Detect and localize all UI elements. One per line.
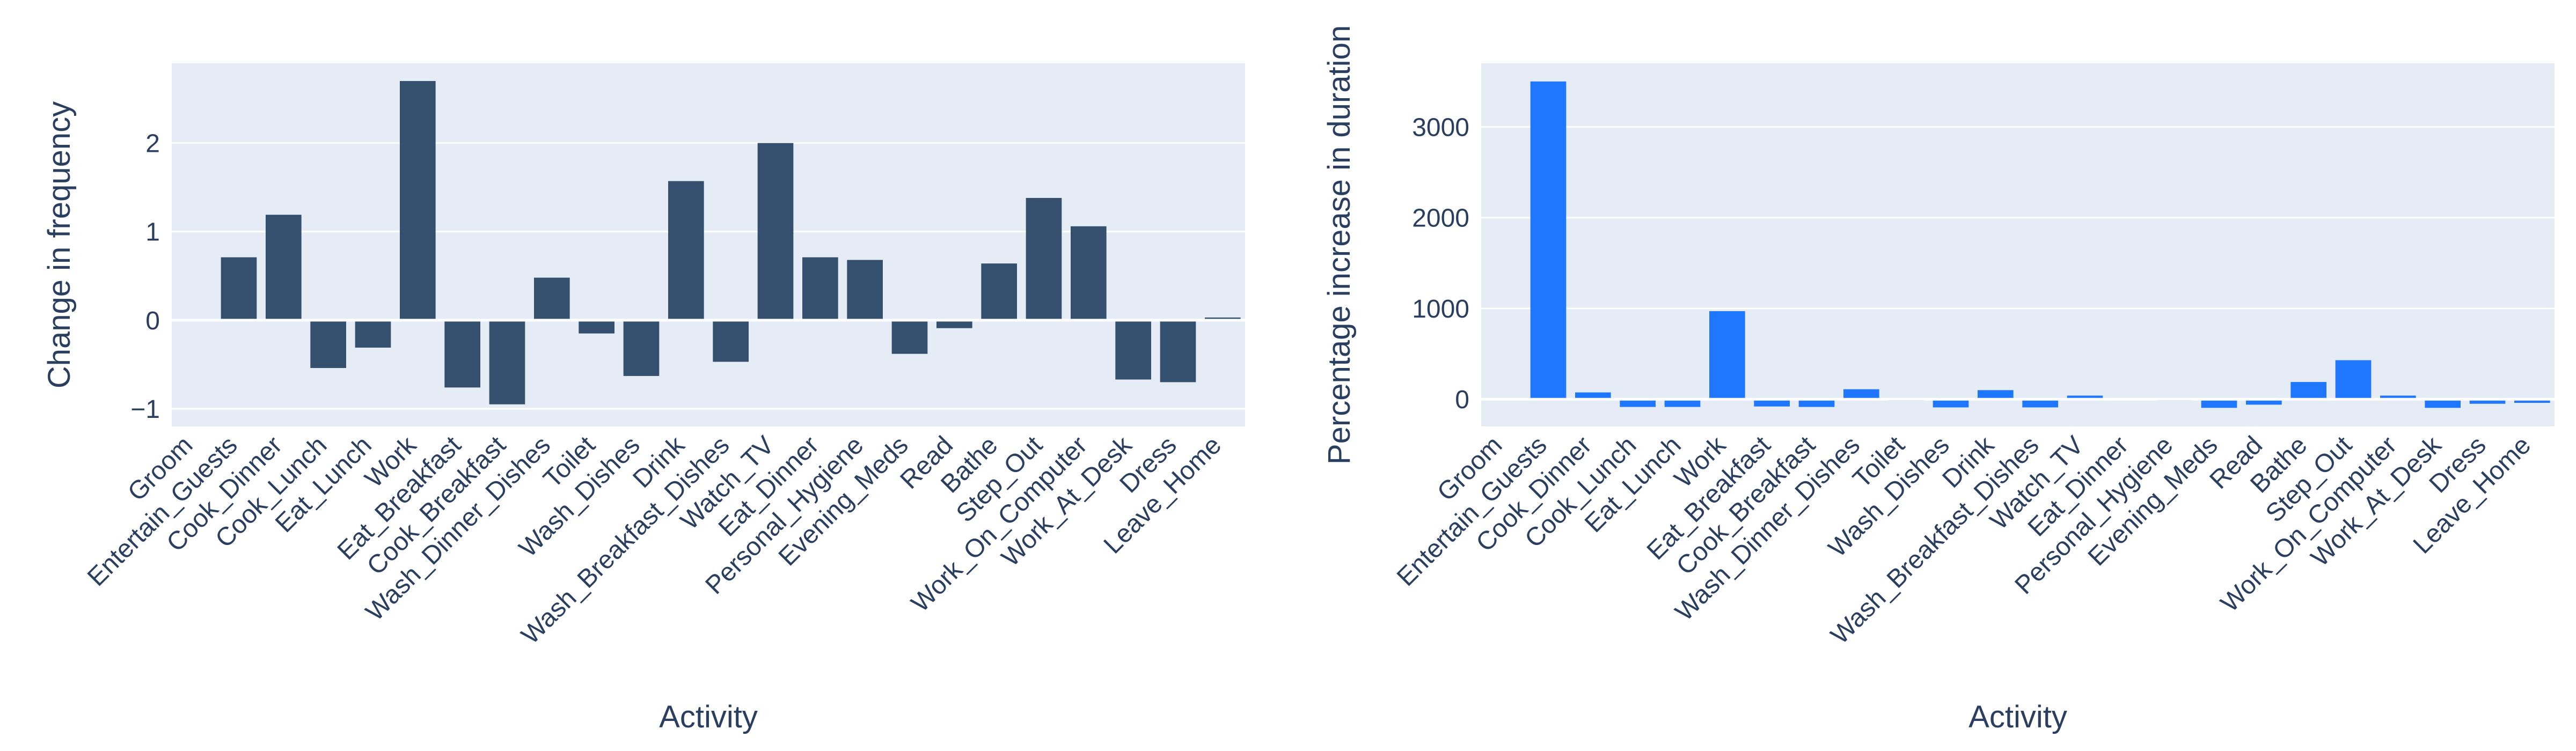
y-axis-title: Change in frequency [42, 101, 77, 388]
bar-eat-dinner [802, 257, 838, 320]
bar-work-on-computer [2380, 395, 2416, 400]
bar-wash-dishes [623, 320, 660, 376]
bar-entertain-guests [221, 257, 257, 320]
bar-leave-home [2514, 399, 2550, 403]
y-tick-label: 1 [145, 218, 160, 247]
y-axis-title: Percentage increase in duration [1322, 25, 1357, 465]
bar-work [400, 81, 436, 320]
bar-cook-dinner [266, 215, 302, 320]
bar-personal-hygiene [847, 260, 883, 320]
bar-entertain-guests [1530, 81, 1567, 400]
bar-watch-tv [2067, 395, 2103, 400]
bar-work [1709, 311, 1745, 400]
bar-cook-dinner [1575, 392, 1611, 400]
bar-eat-lunch [355, 320, 391, 348]
bar-wash-breakfast-dishes [2022, 399, 2058, 408]
bar-read [2246, 399, 2282, 405]
bar-dress [2469, 399, 2506, 404]
bar-eat-breakfast [1754, 399, 1790, 407]
bar-wash-dinner-dishes [534, 277, 570, 320]
bar-step-out [1026, 197, 1062, 320]
bar-cook-lunch [310, 320, 346, 369]
bar-eat-lunch [1664, 399, 1701, 407]
bar-dress [1160, 320, 1196, 382]
bar-wash-dinner-dishes [1843, 389, 1879, 400]
bar-toilet [579, 320, 614, 334]
bar-drink [1978, 390, 2014, 400]
y-tick-label: 0 [145, 307, 160, 335]
bar-work-on-computer [1071, 226, 1107, 320]
bar-wash-breakfast-dishes [713, 320, 749, 362]
x-axis-title: Activity [659, 700, 758, 734]
y-tick-label: 1000 [1412, 295, 1469, 323]
bar-bathe [981, 263, 1017, 320]
bar-read [936, 320, 972, 328]
plot-area [172, 63, 1245, 426]
y-tick-label: 2000 [1412, 204, 1469, 233]
chart-2: 0100020003000GroomEntertain_GuestsCook_D… [1322, 25, 2555, 734]
plot-area [1481, 63, 2555, 426]
bar-work-at-desk [1115, 320, 1151, 380]
bar-drink [668, 181, 704, 320]
x-axis-title: Activity [1968, 700, 2067, 734]
y-tick-label: 0 [1455, 386, 1469, 414]
bar-evening-meds [891, 320, 928, 354]
y-tick-label: 2 [145, 130, 160, 158]
bar-cook-lunch [1620, 399, 1656, 407]
bar-work-at-desk [2425, 399, 2461, 408]
bar-bathe [2290, 382, 2326, 400]
chart-1: −1012GroomEntertain_GuestsCook_DinnerCoo… [42, 63, 1245, 734]
bar-step-out [2335, 360, 2372, 400]
y-tick-label: −1 [130, 395, 160, 424]
bar-wash-dishes [1933, 399, 1969, 408]
bar-cook-breakfast [1798, 399, 1835, 407]
y-tick-label: 3000 [1412, 113, 1469, 142]
bar-watch-tv [757, 143, 794, 320]
bar-evening-meds [2201, 399, 2237, 408]
bar-eat-breakfast [444, 320, 480, 388]
bar-cook-breakfast [489, 320, 525, 404]
